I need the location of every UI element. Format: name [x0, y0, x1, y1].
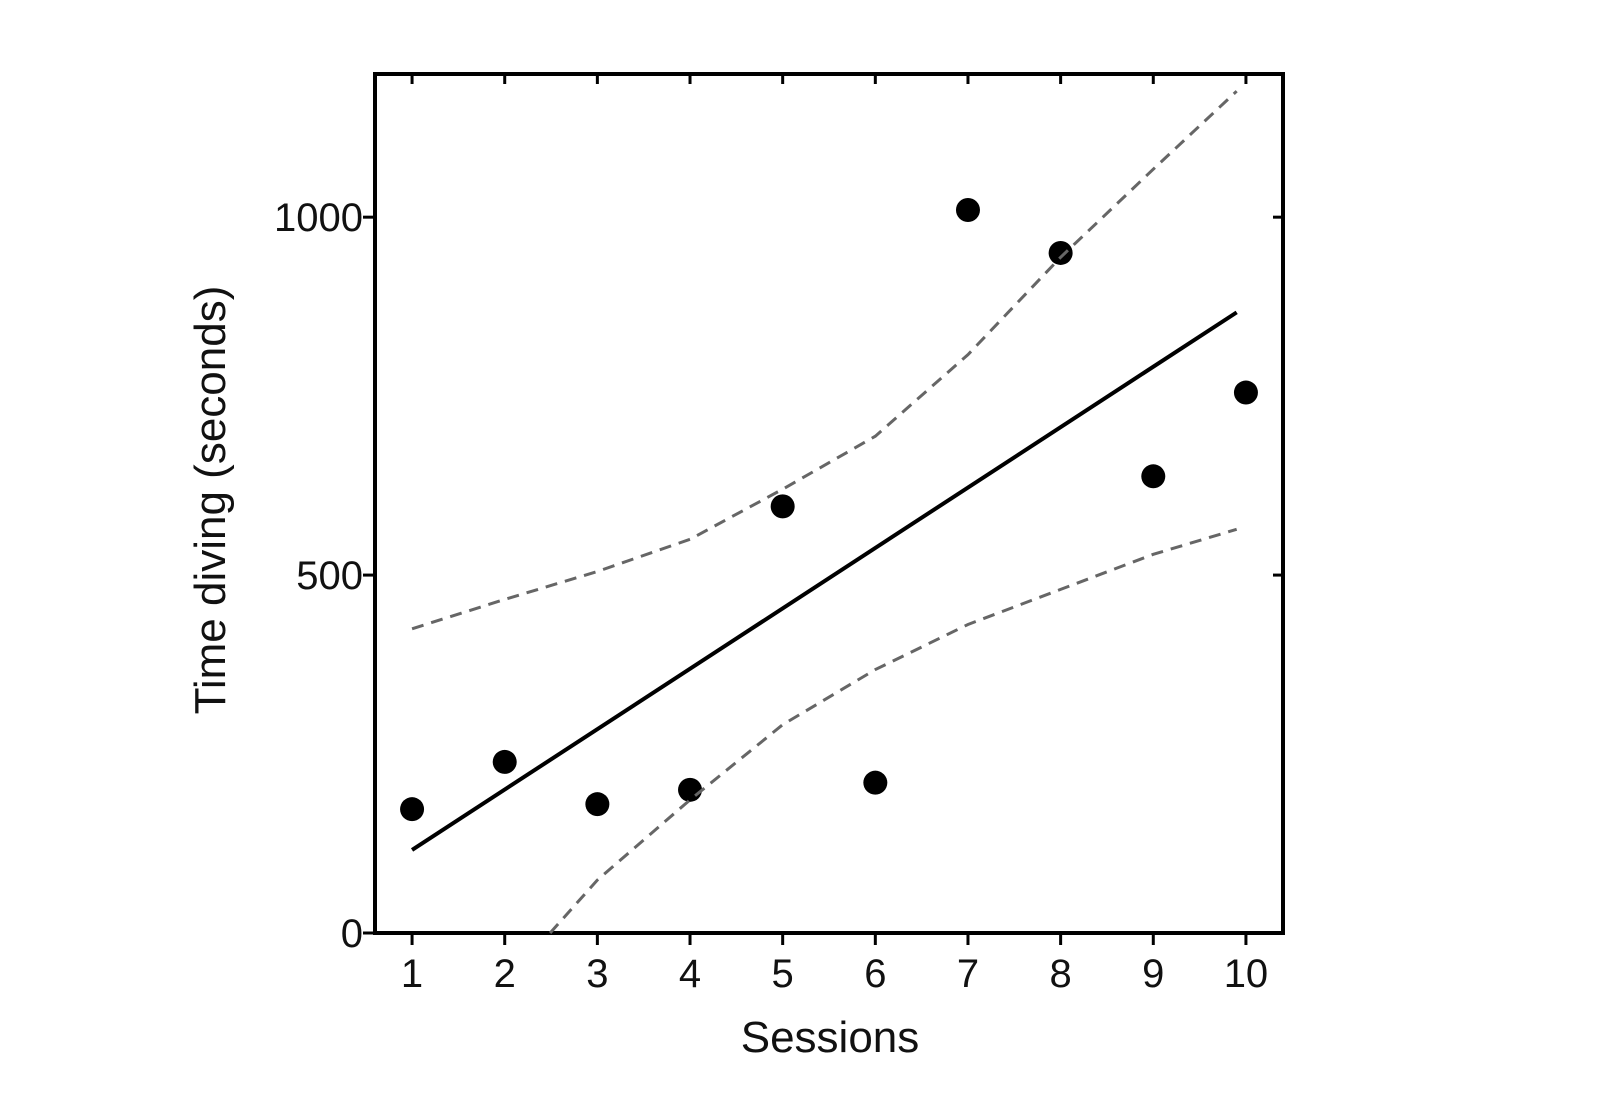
x-tick-label: 5: [772, 952, 794, 996]
x-tick-label: 1: [401, 952, 423, 996]
x-tick-label: 7: [957, 952, 979, 996]
point: [955, 198, 980, 223]
y-tick-label: 1000: [274, 196, 363, 240]
x-tick-label: 4: [679, 952, 701, 996]
y-axis-label: Time diving (seconds): [186, 286, 235, 715]
x-tick-label: 3: [586, 952, 608, 996]
x-tick-label: 6: [864, 952, 886, 996]
point: [1233, 380, 1258, 405]
point: [1048, 240, 1073, 265]
point: [400, 797, 425, 822]
x-tick-label: 9: [1142, 952, 1164, 996]
x-tick-label: 2: [494, 952, 516, 996]
x-tick-label: 8: [1050, 952, 1072, 996]
y-tick-label: 0: [341, 912, 363, 956]
confidence-band: [548, 527, 1238, 934]
point: [863, 770, 888, 795]
point: [492, 749, 517, 774]
x-axis-label: Sessions: [741, 1013, 920, 1062]
fit-line: [410, 310, 1238, 852]
point: [1141, 464, 1166, 489]
confidence-band: [411, 90, 1238, 631]
point: [585, 792, 610, 817]
x-tick-label: 10: [1224, 952, 1269, 996]
point: [770, 494, 795, 519]
y-tick-label: 500: [296, 554, 363, 598]
plot-frame: [373, 72, 1285, 935]
point: [678, 777, 703, 802]
